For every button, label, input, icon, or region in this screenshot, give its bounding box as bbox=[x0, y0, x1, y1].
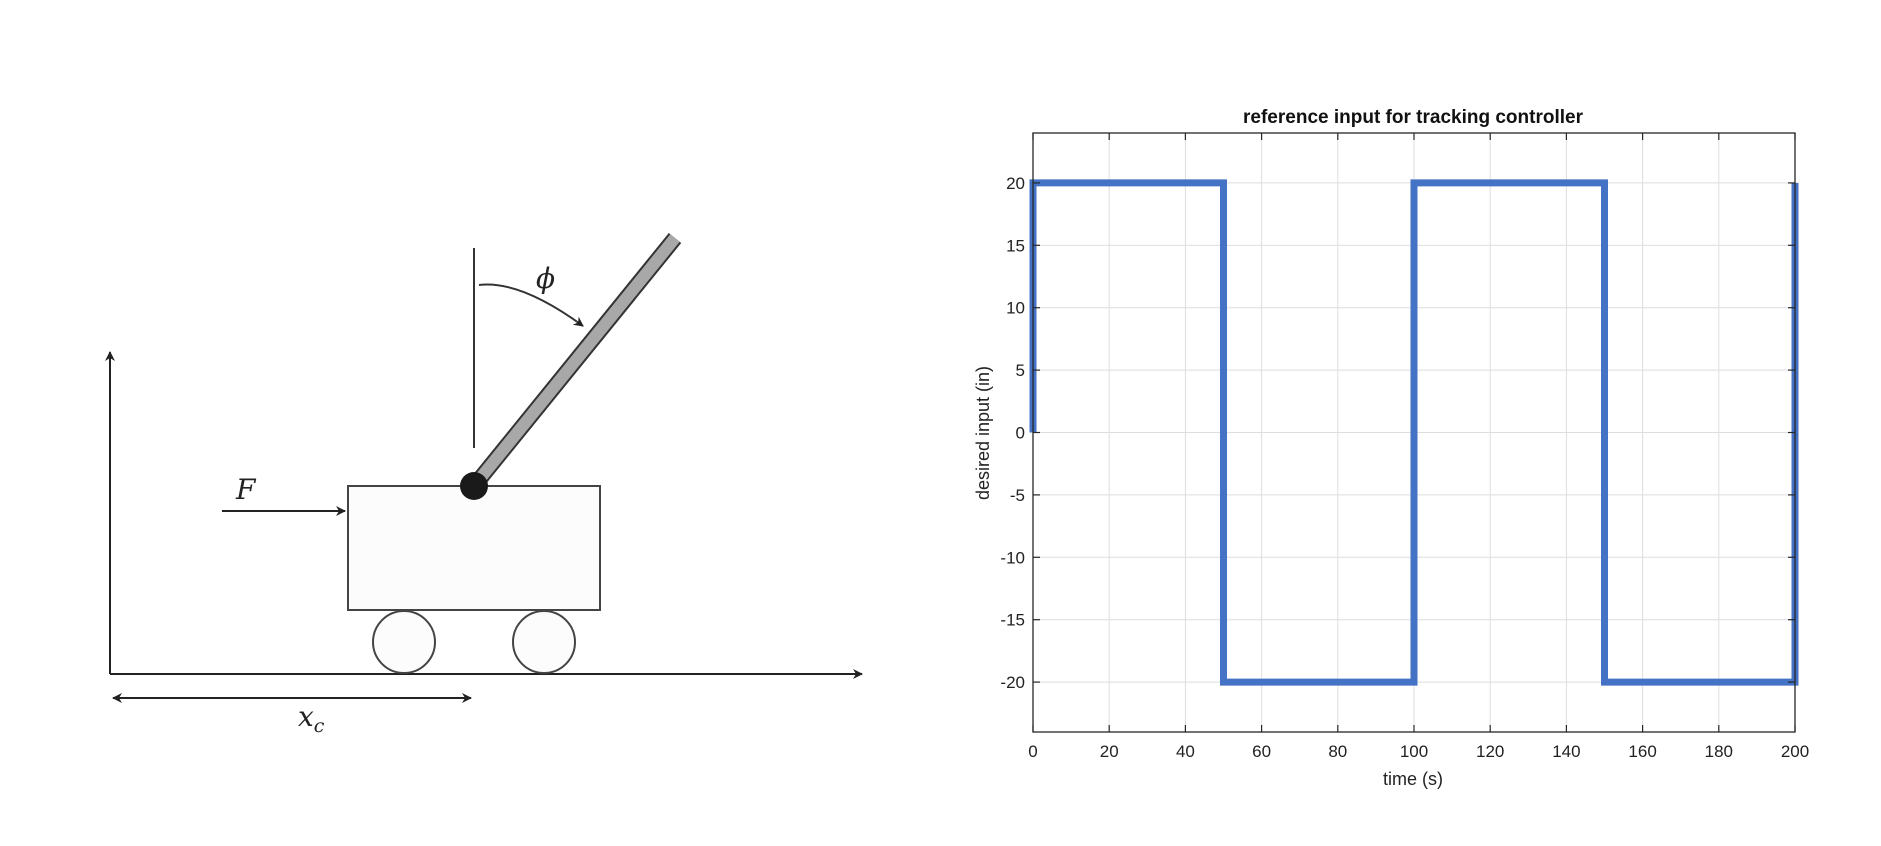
y-tick-label: 20 bbox=[1006, 174, 1025, 193]
x-tick-label: 0 bbox=[1028, 742, 1037, 761]
x-tick-label: 20 bbox=[1100, 742, 1119, 761]
x-tick-label: 80 bbox=[1328, 742, 1347, 761]
force-label: F bbox=[235, 473, 257, 506]
series-line bbox=[1029, 179, 1799, 686]
cart-wheel-left bbox=[372, 610, 436, 674]
y-tick-label: -5 bbox=[1010, 486, 1025, 505]
y-tick-label: -10 bbox=[1000, 548, 1025, 567]
x-tick-label: 120 bbox=[1476, 742, 1504, 761]
pendulum-pole bbox=[467, 232, 682, 492]
position-label-main: x bbox=[298, 700, 314, 733]
x-tick-label: 180 bbox=[1705, 742, 1733, 761]
cart-pole-diagram: ϕ F xc bbox=[105, 232, 863, 737]
cart-body bbox=[347, 485, 601, 611]
x-tick-labels: 0 20 40 60 80 100 120 140 160 180 200 bbox=[1028, 742, 1809, 761]
cart-wheel-right bbox=[512, 610, 576, 674]
y-tick-label: 0 bbox=[1016, 424, 1025, 443]
y-axis-label: desired input (in) bbox=[973, 366, 993, 500]
angle-label: ϕ bbox=[536, 262, 555, 295]
y-tick-label: 10 bbox=[1006, 299, 1025, 318]
series-layer bbox=[1029, 179, 1799, 686]
x-tick-label: 40 bbox=[1176, 742, 1195, 761]
y-tick-label: 5 bbox=[1016, 361, 1025, 380]
position-label: xc bbox=[298, 700, 325, 737]
y-tick-label: -20 bbox=[1000, 673, 1025, 692]
pivot-joint bbox=[460, 472, 488, 500]
x-tick-label: 140 bbox=[1552, 742, 1580, 761]
chart: 0 20 40 60 80 100 120 140 160 180 200 20 15 10 5 0 -5 -1… bbox=[973, 107, 1809, 789]
position-label-subscript: c bbox=[314, 715, 325, 737]
y-tick-label: -15 bbox=[1000, 611, 1025, 630]
y-tick-labels: 20 15 10 5 0 -5 -10 -15 -20 bbox=[1000, 174, 1025, 692]
x-tick-label: 200 bbox=[1781, 742, 1809, 761]
x-tick-label: 60 bbox=[1252, 742, 1271, 761]
y-tick-label: 15 bbox=[1006, 236, 1025, 255]
chart-title: reference input for tracking controller bbox=[1243, 107, 1584, 128]
x-tick-label: 160 bbox=[1628, 742, 1656, 761]
tick-marks bbox=[1032, 133, 1796, 732]
angle-arc bbox=[478, 283, 584, 327]
x-axis-label: time (s) bbox=[1383, 769, 1443, 789]
x-tick-label: 100 bbox=[1400, 742, 1428, 761]
